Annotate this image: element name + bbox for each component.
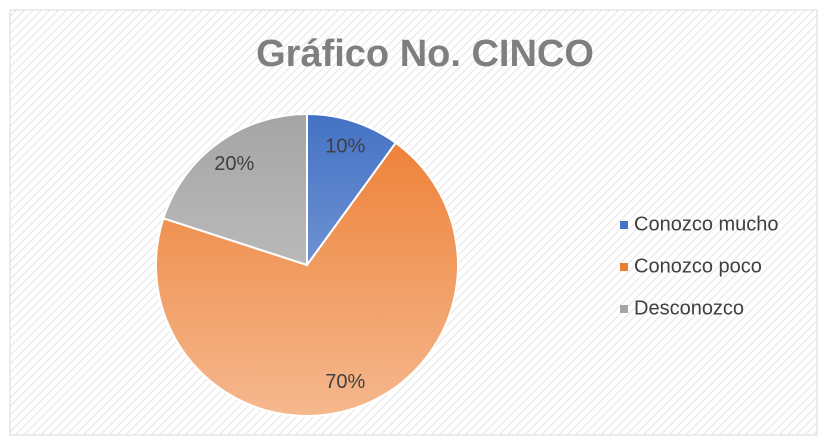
pie-slice bbox=[306, 112, 398, 269]
data-label: 70% bbox=[325, 371, 365, 393]
legend-label: Conozco mucho bbox=[634, 213, 779, 235]
pie-slice bbox=[155, 141, 459, 417]
pie-slice bbox=[162, 112, 308, 267]
chart-title: Gráfico No. CINCO bbox=[256, 33, 594, 75]
data-label: 10% bbox=[325, 136, 365, 158]
legend-marker bbox=[620, 263, 628, 271]
legend-label: Desconozco bbox=[634, 297, 744, 319]
legend-label: Conozco poco bbox=[634, 255, 762, 277]
legend-marker bbox=[620, 221, 628, 229]
data-label: 20% bbox=[214, 153, 254, 175]
legend-marker bbox=[620, 305, 628, 313]
